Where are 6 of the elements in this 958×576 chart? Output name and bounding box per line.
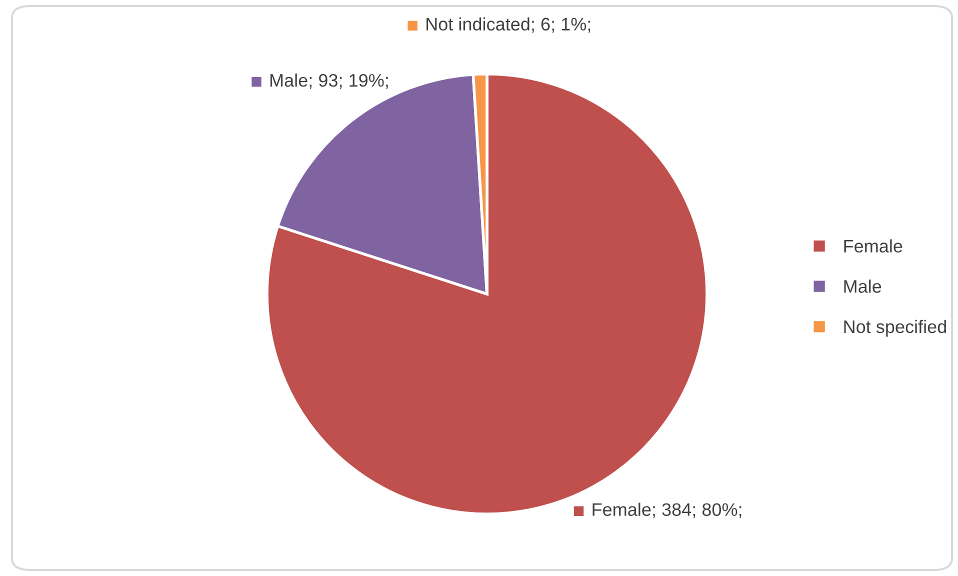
data-label: Not indicated; 6; 1%;	[426, 17, 590, 33]
data-label: Male; 93; 19%;	[270, 74, 388, 89]
data-label: Female; 384; 80%;	[592, 502, 742, 518]
legend-label: Male	[844, 280, 882, 293]
legend-label: Female	[844, 239, 902, 253]
legend-label: Not specified	[844, 320, 946, 337]
